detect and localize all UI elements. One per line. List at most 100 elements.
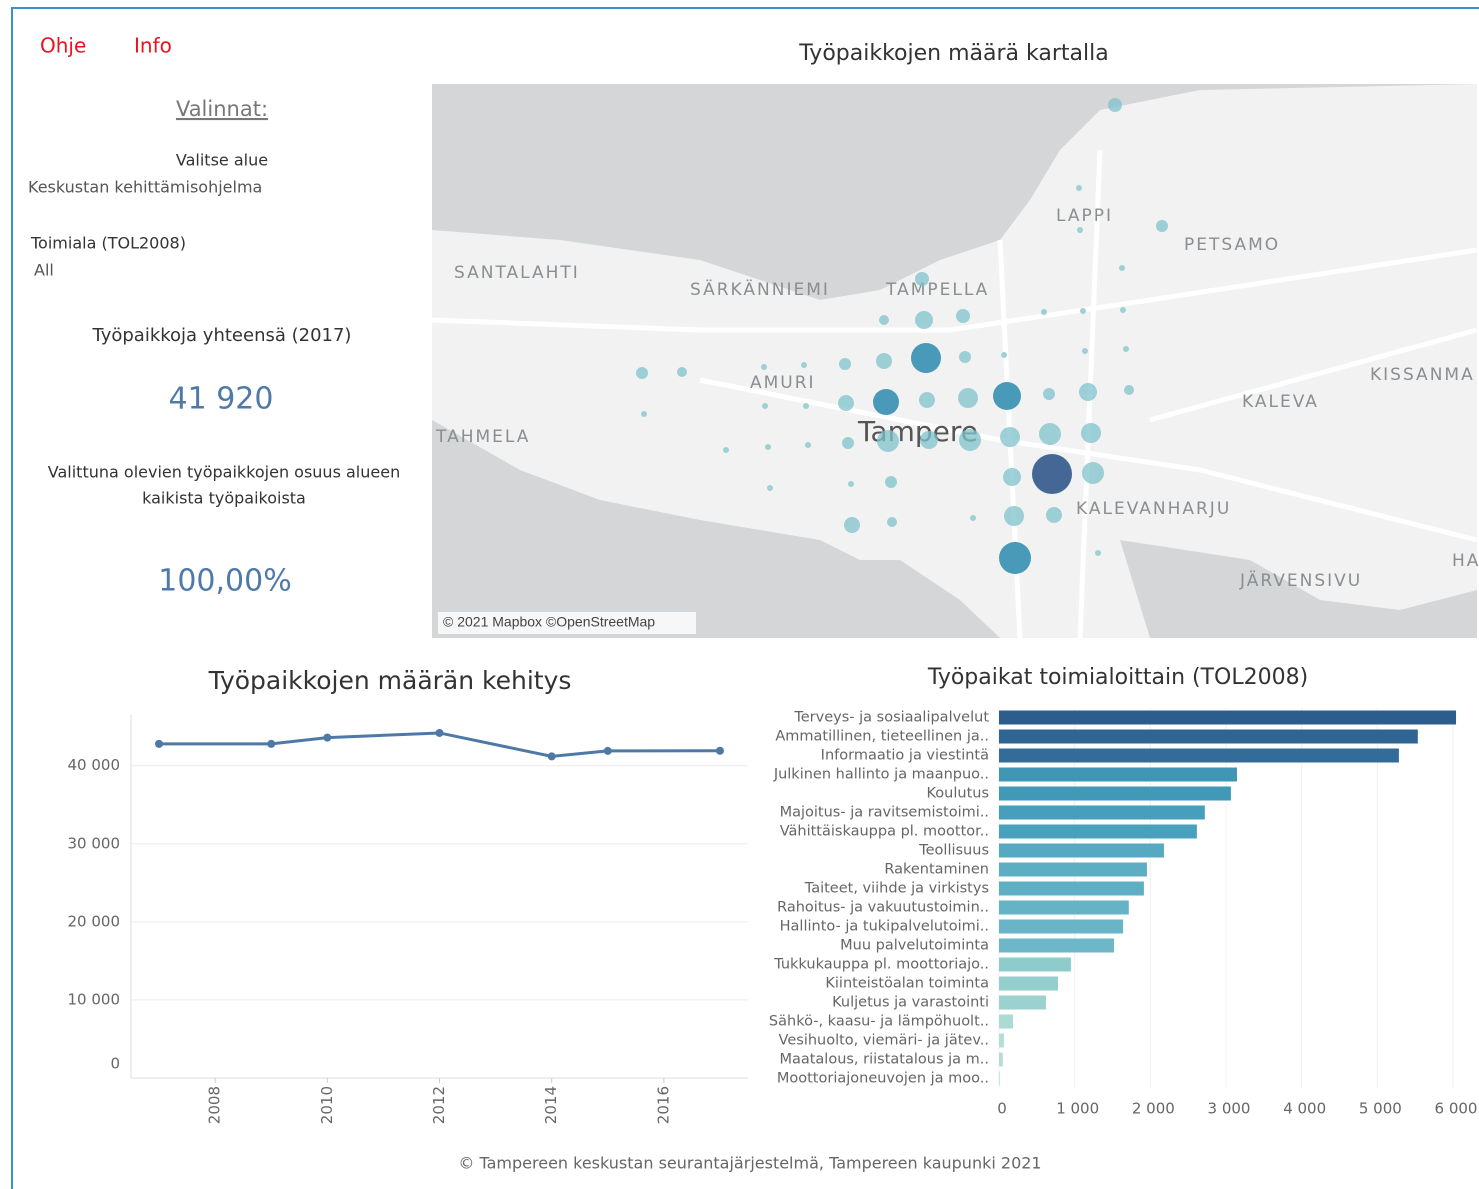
bar bbox=[999, 957, 1071, 972]
map-bubble bbox=[1082, 348, 1088, 354]
map-bubble bbox=[1081, 423, 1101, 443]
line-point bbox=[323, 733, 332, 742]
map-bubble bbox=[838, 395, 854, 411]
map-bubble bbox=[1108, 98, 1122, 112]
x-tick-label: 6 000 bbox=[1435, 1100, 1478, 1118]
bar bbox=[999, 881, 1144, 896]
map-bubble bbox=[1077, 227, 1083, 233]
map-bubble bbox=[767, 485, 773, 491]
line-point bbox=[267, 739, 276, 748]
place-label: HA bbox=[1452, 551, 1479, 571]
map-bubble bbox=[765, 444, 771, 450]
bar bbox=[999, 900, 1129, 915]
map[interactable]: LAPPI PETSAMO SANTALAHTI SÄRKÄNNIEMI TAM… bbox=[431, 84, 1479, 639]
category-label: Tukkukauppa pl. moottoriajo.. bbox=[773, 957, 989, 973]
map-bubble bbox=[919, 392, 935, 408]
map-bubble bbox=[1076, 185, 1082, 191]
category-label: Vesihuolto, viemäri- ja jätev.. bbox=[779, 1033, 989, 1049]
map-bubble bbox=[1095, 550, 1101, 556]
map-bubble bbox=[641, 411, 647, 417]
map-bubble bbox=[1120, 307, 1126, 313]
category-label: Rahoitus- ja vakuutustoimin.. bbox=[777, 900, 989, 916]
category-label: Maatalous, riistatalous ja m.. bbox=[779, 1052, 989, 1068]
place-label: SANTALAHTI bbox=[454, 263, 580, 283]
map-bubble bbox=[1032, 454, 1072, 494]
map-bubble bbox=[842, 437, 854, 449]
place-label: TAHMELA bbox=[435, 427, 530, 447]
bar bbox=[999, 938, 1115, 953]
share-label: Valittuna olevien työpaikkojen osuus alu… bbox=[48, 463, 400, 482]
category-label: Kiinteistöalan toiminta bbox=[825, 976, 989, 992]
category-label: Teollisuus bbox=[918, 843, 989, 859]
map-bubble bbox=[805, 442, 811, 448]
map-bubble bbox=[1000, 427, 1020, 447]
map-bubble bbox=[887, 517, 897, 527]
map-bubble bbox=[839, 358, 851, 370]
map-bubble bbox=[911, 343, 941, 373]
share-value: 100,00% bbox=[158, 564, 291, 599]
area-label: Valitse alue bbox=[176, 151, 268, 170]
x-tick-label: 2014 bbox=[542, 1086, 560, 1124]
bar bbox=[999, 729, 1418, 744]
line-point bbox=[547, 752, 556, 761]
place-label: AMURI bbox=[750, 373, 816, 393]
map-bubble bbox=[1003, 468, 1021, 486]
bar bbox=[999, 862, 1147, 877]
map-bubble bbox=[723, 447, 729, 453]
map-title: Työpaikkojen määrä kartalla bbox=[798, 41, 1108, 66]
bar bbox=[999, 1014, 1013, 1029]
map-bubble bbox=[915, 311, 933, 329]
x-tick-label: 2012 bbox=[430, 1086, 448, 1124]
map-bubble bbox=[761, 364, 767, 370]
place-label: LAPPI bbox=[1056, 206, 1113, 226]
x-tick-label: 5 000 bbox=[1359, 1100, 1402, 1118]
map-bubble bbox=[999, 542, 1031, 574]
map-bubble bbox=[879, 315, 889, 325]
category-label: Informaatio ja viestintä bbox=[821, 748, 989, 764]
category-label: Rakentaminen bbox=[884, 862, 989, 878]
map-bubble bbox=[993, 382, 1021, 410]
place-label: TAMPELLA bbox=[885, 280, 989, 300]
line-point bbox=[715, 746, 724, 755]
y-tick-label: 20 000 bbox=[68, 912, 121, 930]
info-link[interactable]: Info bbox=[134, 34, 172, 58]
frame bbox=[11, 7, 1479, 1189]
map-bubble bbox=[844, 517, 860, 533]
map-bubble bbox=[677, 367, 687, 377]
map-bubble bbox=[1004, 506, 1024, 526]
map-bubble bbox=[915, 272, 929, 286]
map-bubble bbox=[636, 367, 648, 379]
map-bubble bbox=[920, 431, 938, 449]
x-tick-label: 3 000 bbox=[1208, 1100, 1251, 1118]
industry-value[interactable]: All bbox=[34, 261, 54, 280]
bar bbox=[999, 1071, 1000, 1086]
map-bubble bbox=[1039, 423, 1061, 445]
map-bubble bbox=[970, 515, 976, 521]
x-tick-label: 2010 bbox=[318, 1086, 336, 1124]
attribution-bg bbox=[438, 612, 696, 634]
map-bubble bbox=[959, 429, 981, 451]
category-label: Moottoriajoneuvojen ja moo.. bbox=[777, 1071, 989, 1087]
y-tick-label: 30 000 bbox=[68, 834, 121, 852]
land bbox=[432, 84, 1477, 638]
category-label: Kuljetus ja varastointi bbox=[832, 995, 989, 1011]
map-bubble bbox=[959, 351, 971, 363]
help-link[interactable]: Ohje bbox=[40, 34, 86, 58]
industry-label: Toimiala (TOL2008) bbox=[30, 234, 186, 253]
area-value[interactable]: Keskustan kehittämisohjelma bbox=[28, 178, 262, 197]
bar-chart-title: Työpaikat toimialoittain (TOL2008) bbox=[927, 665, 1308, 690]
place-label: KALEVANHARJU bbox=[1076, 499, 1231, 519]
place-label: SÄRKÄNNIEMI bbox=[690, 279, 830, 300]
bar bbox=[999, 748, 1399, 763]
bar bbox=[999, 976, 1059, 991]
line-point bbox=[155, 739, 164, 748]
bar bbox=[999, 824, 1197, 839]
category-label: Hallinto- ja tukipalvelutoimi.. bbox=[780, 919, 989, 935]
y-tick-label: 40 000 bbox=[68, 756, 121, 774]
category-label: Ammatillinen, tieteellinen ja.. bbox=[775, 729, 989, 745]
footer: © Tampereen keskustan seurantajärjestelm… bbox=[458, 1154, 1041, 1173]
map-bubble bbox=[1041, 309, 1047, 315]
map-bubble bbox=[1082, 462, 1104, 484]
place-label: JÄRVENSIVU bbox=[1239, 570, 1362, 591]
